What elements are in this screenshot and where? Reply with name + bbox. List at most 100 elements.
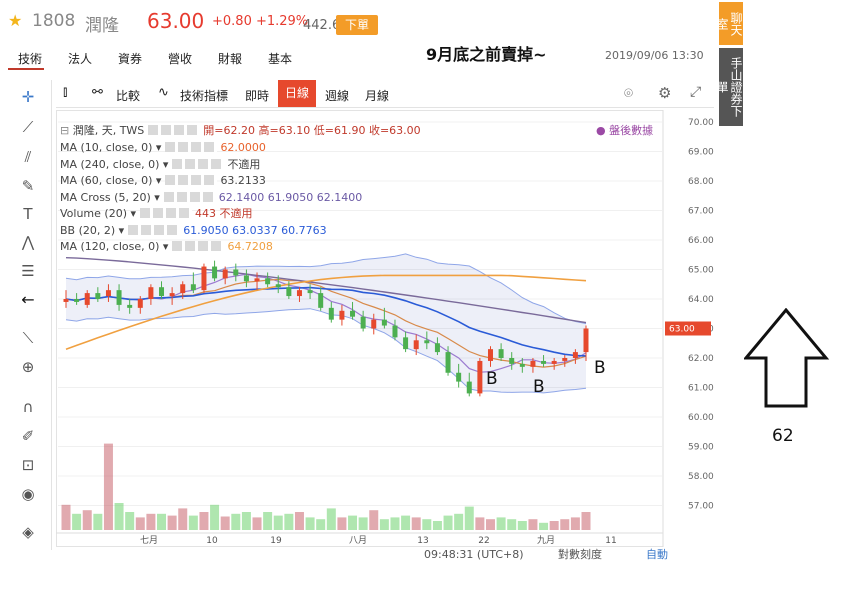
ma60-line [65,257,587,324]
tab-technical[interactable]: 技術 [18,52,43,66]
back-arrow-icon[interactable]: ← [21,290,35,309]
zoom-in-icon[interactable]: ⊕ [21,358,35,376]
ruler-icon[interactable]: ⟍ [22,329,34,347]
legend-row-controls[interactable] [163,191,216,202]
y-tick-label: 59.00 [688,443,714,453]
volume-bar [93,513,103,530]
candle [530,360,536,367]
chat-room-tab[interactable]: 聊天室 [715,2,743,45]
tab-basic[interactable]: 基本 [268,52,293,66]
unlock-icon[interactable]: ⊡ [21,456,35,474]
eye-icon[interactable]: ◉ [21,485,35,503]
annotation-b3: B [594,358,606,378]
x-tick-label: 九月 [537,535,555,546]
volume-bar [443,515,453,530]
stock-code: 1808 [32,11,76,31]
volume-bar [305,517,315,530]
volume-bar [199,512,209,530]
camera-icon[interactable]: ⌾ [624,84,634,102]
y-tick-label: 70.00 [688,118,714,128]
price-chart[interactable]: 70.00 69.00 68.00 67.00 66.00 65.00 64.00 63.00… [56,110,714,560]
volume-bar [422,519,432,530]
legend-row-controls[interactable] [140,208,193,218]
crosshair-icon[interactable]: ✛ [21,88,35,106]
tab-financials[interactable]: 財報 [218,52,243,66]
volume-bar [507,519,517,530]
y-tick-label: 65.00 [688,266,714,276]
order-button[interactable]: 下單 [336,15,378,35]
log-scale-toggle[interactable]: 對數刻度 [558,548,602,561]
legend-high: 高=63.10 [258,124,311,137]
candle [307,290,313,294]
volume-bar [549,521,559,530]
weekly-button[interactable]: 週線 [325,89,350,103]
fib-tool-icon[interactable]: ⫽ [24,148,32,166]
layers-icon[interactable]: ◈ [22,523,34,541]
favorite-star-icon[interactable]: ★ [8,11,23,30]
legend-row-controls[interactable] [128,224,181,235]
legend-row-label: MA (120, close, 0) ▾ [60,240,169,253]
candle [116,290,122,305]
candle [328,307,334,320]
indicators-button[interactable]: 技術指標 [180,89,229,103]
measure-icon[interactable]: ☰ [21,262,35,280]
candle [424,340,430,344]
volume-bar [390,517,400,530]
magnet-icon[interactable]: ∩ [22,398,34,416]
gear-icon[interactable]: ⚙ [658,84,672,102]
volume-bar [273,515,283,530]
legend-row-controls[interactable] [172,158,225,169]
tab-institutional[interactable]: 法人 [68,52,93,66]
compare-button[interactable]: 比較 [116,89,141,103]
candle [63,299,69,302]
daily-button[interactable]: 日線 [278,80,316,107]
candle [105,290,111,297]
volume-bar [358,517,368,530]
volume-bar [581,512,591,530]
candle [275,284,281,288]
candle [498,349,504,358]
indicator-icon[interactable]: ∿ [158,85,169,100]
candle [190,284,196,291]
fullscreen-icon[interactable]: ⤢ [690,84,702,100]
legend-row-label: Volume (20) ▾ [60,207,137,220]
x-tick-label: 八月 [349,535,367,546]
volume-bar [284,513,294,530]
x-tick-label: 七月 [140,535,158,546]
legend-row-controls[interactable] [165,175,218,185]
text-tool-icon[interactable]: T [23,205,33,223]
candle [84,293,90,305]
realtime-button[interactable]: 即時 [245,89,270,103]
pattern-icon[interactable]: ⋀ [21,233,35,251]
lock-drawing-icon[interactable]: ✐ [21,427,35,445]
legend-open: 開=62.20 [203,124,256,137]
legend-row: MA (60, close, 0) ▾ 63.2133 [60,174,266,188]
candle [360,316,366,329]
legend-row-value: 63.2133 [220,174,266,187]
volume-bar [61,504,71,530]
candle [487,349,493,361]
broker-order-tab[interactable]: 手山證券下單 [715,48,743,126]
candle [371,319,377,329]
brush-icon[interactable]: ✎ [21,177,35,195]
compare-icon[interactable]: ⚯ [92,85,103,100]
volume-bar [475,517,485,530]
legend-row-controls[interactable] [165,142,218,152]
legend-controls[interactable] [148,125,201,135]
monthly-button[interactable]: 月線 [365,89,390,103]
y-tick-label: 67.00 [688,207,714,217]
stock-name: 潤隆 [85,16,119,36]
tab-revenue[interactable]: 營收 [168,52,193,66]
auto-scale-toggle[interactable]: 自動 [646,548,668,561]
user-annotation: 9月底之前賣掉~ [426,45,547,64]
candle [456,372,462,382]
after-hours-link[interactable]: ● 盤後數據 [596,124,654,137]
candle-type-icon[interactable]: ⫾ [63,84,68,100]
legend-row: MA (10, close, 0) ▾ 62.0000 [60,141,266,155]
trend-line-icon[interactable]: ⟋ [22,118,34,136]
volume-bar [103,443,113,530]
candle [381,319,387,326]
tab-margin[interactable]: 資券 [118,52,143,66]
legend-row-controls[interactable] [172,241,225,251]
price-change: +0.80 +1.29% [212,14,309,29]
